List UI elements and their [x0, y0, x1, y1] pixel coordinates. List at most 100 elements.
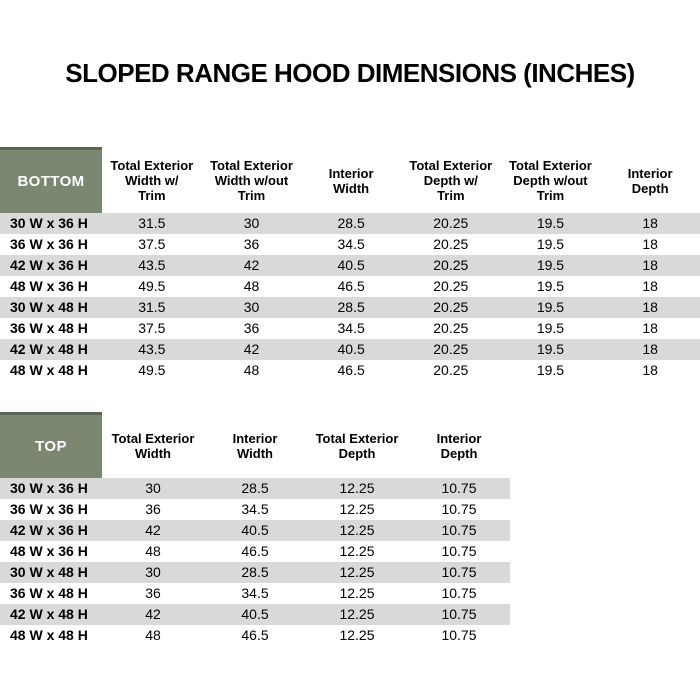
cell-value: 30	[243, 298, 260, 315]
column-header-total-exterior-depth-w-trim: Total Exterior Depth w/ Trim	[400, 148, 501, 213]
cell-value: 37.5	[138, 319, 166, 336]
row-label: 36 W x 36 H	[10, 235, 88, 252]
column-header-interior-width: Interior Width	[301, 148, 401, 213]
column-header-total-exterior-width-wout-trim: Total Exterior Width w/out Trim	[201, 148, 302, 213]
bottom-dimensions-table: BOTTOM Total Exterior Width w/ Trim Tota…	[0, 147, 700, 381]
cell-value: 19.5	[536, 256, 565, 273]
cell-value: 20.25	[433, 277, 469, 294]
row-label: 30 W x 48 H	[10, 298, 88, 315]
row-label: 42 W x 36 H	[10, 521, 88, 538]
cell-value: 12.25	[339, 542, 375, 559]
cell-value: 20.25	[433, 361, 469, 378]
table-row: 30 W x 36 H 30 28.5 12.25 10.75	[0, 477, 510, 499]
cell-value: 42	[243, 256, 260, 273]
cell-value: 46.5	[337, 277, 365, 294]
cell-value: 19.5	[536, 340, 565, 357]
row-label: 36 W x 36 H	[10, 500, 88, 517]
cell-value: 10.75	[441, 521, 477, 538]
cell-value: 34.5	[241, 584, 269, 601]
cell-value: 19.5	[536, 298, 565, 315]
cell-value: 31.5	[138, 298, 166, 315]
cell-value: 46.5	[241, 626, 269, 643]
cell-value: 20.25	[433, 340, 469, 357]
cell-value: 28.5	[241, 563, 269, 580]
cell-value: 31.5	[138, 214, 166, 231]
cell-value: 36	[243, 235, 260, 252]
cell-value: 12.25	[339, 584, 375, 601]
cell-value: 36	[145, 584, 161, 601]
cell-value: 49.5	[138, 277, 166, 294]
cell-value: 10.75	[441, 563, 477, 580]
cell-value: 18	[642, 361, 658, 378]
cell-value: 42	[145, 521, 161, 538]
cell-value: 46.5	[241, 542, 269, 559]
cell-value: 34.5	[241, 500, 269, 517]
cell-value: 12.25	[339, 479, 375, 496]
column-header-total-exterior-width: Total Exterior Width	[102, 413, 204, 478]
cell-value: 42	[145, 605, 161, 622]
column-header-interior-depth: Interior Depth	[600, 148, 700, 213]
column-header-total-exterior-depth-wout-trim: Total Exterior Depth w/out Trim	[500, 148, 601, 213]
cell-value: 19.5	[536, 214, 565, 231]
cell-value: 46.5	[337, 361, 365, 378]
cell-value: 18	[642, 298, 658, 315]
column-header-interior-width: Interior Width	[204, 413, 306, 478]
row-label: 30 W x 48 H	[10, 563, 88, 580]
column-header-interior-depth: Interior Depth	[408, 413, 510, 478]
cell-value: 30	[145, 479, 161, 496]
cell-value: 10.75	[441, 479, 477, 496]
cell-value: 48	[145, 626, 161, 643]
cell-value: 49.5	[138, 361, 166, 378]
bottom-table-body: 30 W x 36 H 31.5 30 28.5 20.25 19.5 18 36 W x 3…	[0, 212, 700, 381]
row-label: 48 W x 48 H	[10, 361, 88, 378]
row-label: 48 W x 36 H	[10, 542, 88, 559]
cell-value: 20.25	[433, 214, 469, 231]
cell-value: 19.5	[536, 319, 565, 336]
cell-value: 19.5	[536, 277, 565, 294]
cell-value: 19.5	[536, 361, 565, 378]
cell-value: 20.25	[433, 256, 469, 273]
cell-value: 40.5	[337, 340, 365, 357]
cell-value: 10.75	[441, 500, 477, 517]
cell-value: 48	[243, 361, 260, 378]
top-header-row: TOP Total Exterior Width Interior Width …	[0, 412, 510, 478]
table-row: 36 W x 48 H 37.5 36 34.5 20.25 19.5 18	[0, 318, 700, 339]
cell-value: 42	[243, 340, 260, 357]
row-label: 48 W x 36 H	[10, 277, 88, 294]
table-row: 30 W x 48 H 31.5 30 28.5 20.25 19.5 18	[0, 296, 700, 318]
column-header-total-exterior-depth: Total Exterior Depth	[306, 413, 408, 478]
row-label: 42 W x 36 H	[10, 256, 88, 273]
table-row: 36 W x 36 H 36 34.5 12.25 10.75	[0, 499, 510, 520]
table-row: 42 W x 48 H 42 40.5 12.25 10.75	[0, 603, 510, 625]
cell-value: 10.75	[441, 605, 477, 622]
cell-value: 37.5	[138, 235, 166, 252]
table-row: 36 W x 36 H 37.5 36 34.5 20.25 19.5 18	[0, 234, 700, 255]
cell-value: 28.5	[241, 479, 269, 496]
cell-value: 43.5	[138, 340, 166, 357]
table-row: 48 W x 48 H 48 46.5 12.25 10.75	[0, 625, 510, 646]
cell-value: 20.25	[433, 235, 469, 252]
cell-value: 18	[642, 340, 658, 357]
cell-value: 12.25	[339, 605, 375, 622]
cell-value: 30	[145, 563, 161, 580]
row-label: 36 W x 48 H	[10, 319, 88, 336]
row-label: 30 W x 36 H	[10, 479, 88, 496]
cell-value: 19.5	[536, 235, 565, 252]
table-row: 42 W x 36 H 42 40.5 12.25 10.75	[0, 519, 510, 541]
cell-value: 18	[642, 319, 658, 336]
row-label: 48 W x 48 H	[10, 626, 88, 643]
cell-value: 20.25	[433, 298, 469, 315]
row-label: 42 W x 48 H	[10, 340, 88, 357]
cell-value: 36	[243, 319, 260, 336]
table-row: 48 W x 36 H 48 46.5 12.25 10.75	[0, 541, 510, 562]
table-row: 30 W x 36 H 31.5 30 28.5 20.25 19.5 18	[0, 212, 700, 234]
cell-value: 48	[243, 277, 260, 294]
table-row: 42 W x 36 H 43.5 42 40.5 20.25 19.5 18	[0, 254, 700, 276]
cell-value: 28.5	[337, 298, 365, 315]
column-header-total-exterior-width-w-trim: Total Exterior Width w/ Trim	[102, 148, 202, 213]
cell-value: 40.5	[337, 256, 365, 273]
cell-value: 10.75	[441, 584, 477, 601]
page-title: SLOPED RANGE HOOD DIMENSIONS (INCHES)	[65, 58, 635, 88]
cell-value: 12.25	[339, 500, 375, 517]
